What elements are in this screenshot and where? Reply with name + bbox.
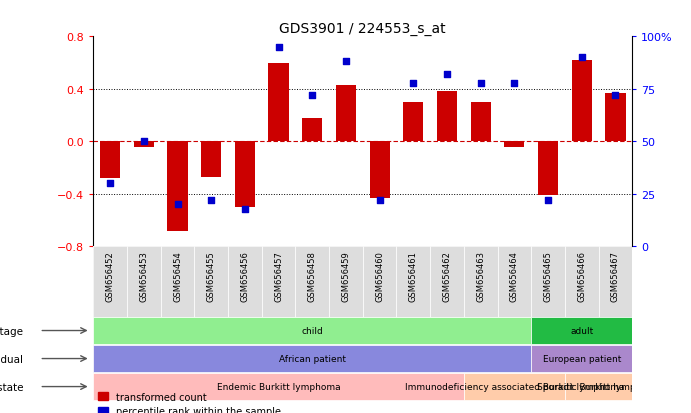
Text: GSM656455: GSM656455 bbox=[207, 250, 216, 301]
Bar bbox=[201, 142, 221, 178]
Text: GSM656464: GSM656464 bbox=[510, 250, 519, 301]
Point bbox=[104, 180, 115, 187]
FancyBboxPatch shape bbox=[228, 247, 262, 317]
Text: African patient: African patient bbox=[278, 354, 346, 363]
Text: adult: adult bbox=[570, 326, 594, 335]
Bar bbox=[370, 142, 390, 198]
FancyBboxPatch shape bbox=[498, 247, 531, 317]
Bar bbox=[437, 92, 457, 142]
FancyBboxPatch shape bbox=[464, 373, 565, 400]
FancyBboxPatch shape bbox=[363, 247, 397, 317]
Point bbox=[408, 80, 419, 87]
Text: European patient: European patient bbox=[542, 354, 621, 363]
Text: GSM656461: GSM656461 bbox=[409, 250, 418, 301]
Bar bbox=[571, 61, 591, 142]
FancyBboxPatch shape bbox=[397, 247, 430, 317]
Text: GSM656458: GSM656458 bbox=[307, 250, 316, 301]
Bar bbox=[336, 85, 356, 142]
Bar bbox=[504, 142, 524, 147]
FancyBboxPatch shape bbox=[160, 247, 194, 317]
FancyBboxPatch shape bbox=[329, 247, 363, 317]
Text: individual: individual bbox=[0, 354, 23, 364]
Point bbox=[442, 71, 453, 78]
Bar bbox=[538, 142, 558, 196]
FancyBboxPatch shape bbox=[127, 247, 160, 317]
Bar bbox=[134, 142, 154, 147]
Text: Sporadic Burkitt lymphoma: Sporadic Burkitt lymphoma bbox=[536, 382, 661, 391]
Text: GSM656457: GSM656457 bbox=[274, 250, 283, 301]
FancyBboxPatch shape bbox=[464, 247, 498, 317]
FancyBboxPatch shape bbox=[430, 247, 464, 317]
FancyBboxPatch shape bbox=[93, 373, 464, 400]
Legend: transformed count, percentile rank within the sample: transformed count, percentile rank withi… bbox=[98, 392, 281, 413]
Text: GSM656463: GSM656463 bbox=[476, 250, 485, 301]
FancyBboxPatch shape bbox=[565, 247, 598, 317]
Bar bbox=[471, 103, 491, 142]
Text: disease state: disease state bbox=[0, 382, 23, 392]
Title: GDS3901 / 224553_s_at: GDS3901 / 224553_s_at bbox=[279, 22, 446, 36]
FancyBboxPatch shape bbox=[262, 247, 296, 317]
Text: GSM656456: GSM656456 bbox=[240, 250, 249, 301]
Point bbox=[374, 197, 385, 204]
Point bbox=[138, 139, 149, 145]
Text: GSM656467: GSM656467 bbox=[611, 250, 620, 301]
Point bbox=[610, 93, 621, 99]
Text: GSM656459: GSM656459 bbox=[341, 250, 350, 301]
Bar bbox=[268, 63, 289, 142]
Text: development stage: development stage bbox=[0, 326, 23, 336]
Point bbox=[172, 202, 183, 208]
Point bbox=[206, 197, 217, 204]
Text: GSM656460: GSM656460 bbox=[375, 250, 384, 301]
Text: GSM656452: GSM656452 bbox=[106, 250, 115, 301]
Bar bbox=[302, 119, 322, 142]
Text: GSM656462: GSM656462 bbox=[442, 250, 451, 301]
FancyBboxPatch shape bbox=[531, 317, 632, 344]
Text: GSM656454: GSM656454 bbox=[173, 250, 182, 301]
FancyBboxPatch shape bbox=[93, 247, 127, 317]
Text: GSM656465: GSM656465 bbox=[544, 250, 553, 301]
FancyBboxPatch shape bbox=[93, 317, 531, 344]
Bar bbox=[167, 142, 188, 231]
Point bbox=[341, 59, 352, 66]
Point bbox=[509, 80, 520, 87]
Text: Endemic Burkitt lymphoma: Endemic Burkitt lymphoma bbox=[217, 382, 341, 391]
FancyBboxPatch shape bbox=[598, 247, 632, 317]
FancyBboxPatch shape bbox=[194, 247, 228, 317]
Text: GSM656453: GSM656453 bbox=[140, 250, 149, 301]
FancyBboxPatch shape bbox=[93, 345, 531, 372]
Bar bbox=[404, 103, 424, 142]
Point bbox=[475, 80, 486, 87]
FancyBboxPatch shape bbox=[296, 247, 329, 317]
Text: Immunodeficiency associated Burkitt lymphoma: Immunodeficiency associated Burkitt lymp… bbox=[405, 382, 624, 391]
FancyBboxPatch shape bbox=[565, 373, 632, 400]
FancyBboxPatch shape bbox=[531, 345, 632, 372]
Bar bbox=[235, 142, 255, 207]
Bar bbox=[100, 142, 120, 179]
Point bbox=[307, 93, 318, 99]
Text: child: child bbox=[301, 326, 323, 335]
Text: GSM656466: GSM656466 bbox=[577, 250, 586, 301]
Point bbox=[576, 55, 587, 62]
FancyBboxPatch shape bbox=[531, 247, 565, 317]
Bar bbox=[605, 93, 625, 142]
Point bbox=[239, 206, 250, 212]
Point bbox=[542, 197, 553, 204]
Point bbox=[273, 44, 284, 51]
